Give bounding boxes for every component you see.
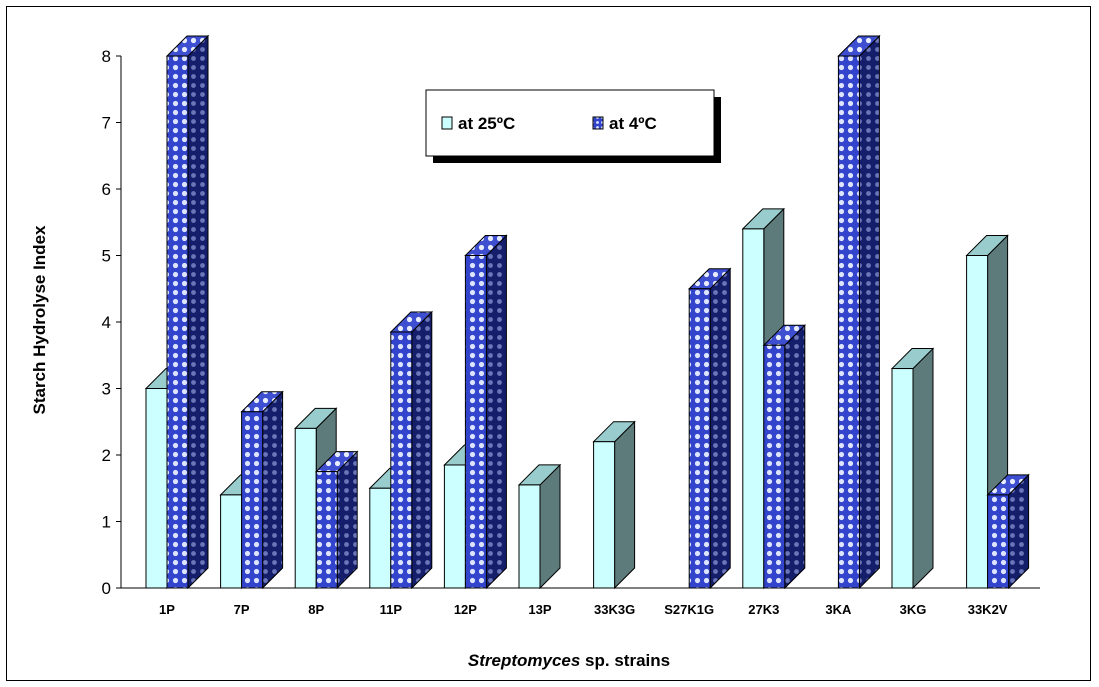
- legend-swatch-4c: [592, 116, 604, 130]
- y-tick-label: 0: [102, 579, 111, 598]
- legend: at 25ºC at 4ºC: [425, 89, 721, 163]
- bar-front: [315, 471, 338, 589]
- bar-front: [837, 55, 860, 589]
- bar-25c-3KG: [890, 347, 935, 590]
- bar-side: [784, 324, 806, 590]
- bar-4c-1P: [165, 34, 210, 590]
- x-category-label: 3KG: [900, 602, 927, 617]
- bar-side: [539, 463, 561, 590]
- x-category-label: 12P: [454, 602, 477, 617]
- y-tick-label: 2: [102, 446, 111, 465]
- x-category-label: 27K3: [748, 602, 779, 617]
- bar-4c-12P: [464, 234, 508, 590]
- legend-box: [425, 89, 715, 157]
- bars: [121, 34, 1040, 590]
- x-category-label: S27K1G: [664, 602, 714, 617]
- bar-4c-27K3: [762, 324, 807, 590]
- bar-front: [390, 331, 413, 589]
- legend-label-4c: at 4ºC: [609, 114, 657, 133]
- bar-4c-7P: [240, 390, 284, 590]
- x-axis-title-rest: sp. strains: [580, 651, 670, 670]
- bar-side: [411, 310, 433, 590]
- y-tick-label: 6: [102, 180, 111, 199]
- x-category-label: 33K2V: [968, 602, 1008, 617]
- bar-4c-8P: [314, 450, 359, 590]
- x-category-label: 13P: [528, 602, 551, 617]
- x-category-label: 11P: [380, 602, 403, 617]
- bar-front: [220, 494, 243, 589]
- x-axis-categories: 1P 7P 8P 11P 12P 13P 33K3G S27K1G 27K3 3KA 3KG 33K2…: [159, 602, 1008, 617]
- y-tick-label: 3: [102, 380, 111, 399]
- bar-front: [518, 484, 541, 589]
- bar-front: [145, 388, 168, 589]
- bar-front: [294, 427, 317, 589]
- legend-label-25c: at 25ºC: [458, 114, 515, 133]
- y-axis: 0 1 2 3 4 5 6 7 8: [102, 47, 122, 598]
- y-tick-label: 7: [102, 114, 111, 133]
- x-axis-title-italic: Streptomyces: [468, 651, 580, 670]
- bar-front: [464, 255, 487, 589]
- bar-front: [742, 228, 765, 589]
- bar-25c-33K3G: [592, 420, 636, 590]
- x-axis-title: Streptomyces sp. strains: [468, 651, 670, 670]
- bar-side: [709, 267, 731, 590]
- bar-front: [987, 494, 1010, 589]
- bar-4c-3KA: [837, 34, 881, 590]
- bar-side: [262, 390, 284, 590]
- legend-swatch-25c: [441, 116, 453, 130]
- x-category-label: 3KA: [825, 602, 852, 617]
- bar-side: [336, 450, 358, 590]
- bar-4c-11P: [389, 310, 434, 590]
- bar-side: [912, 347, 934, 590]
- x-category-label: 33K3G: [594, 602, 635, 617]
- bar-front: [593, 441, 616, 589]
- bar-front: [166, 55, 189, 589]
- bar-side: [485, 234, 507, 590]
- bar-front: [443, 464, 466, 589]
- y-axis-title: Starch Hydrolyse Index: [30, 225, 49, 415]
- bar-25c-13P: [517, 463, 562, 590]
- y-tick-label: 5: [102, 247, 111, 266]
- y-tick-label: 8: [102, 47, 111, 66]
- y-tick-label: 1: [102, 513, 111, 532]
- bar-front: [891, 368, 914, 589]
- x-category-label: 1P: [159, 602, 175, 617]
- bar-front: [688, 288, 711, 589]
- bar-front: [763, 344, 786, 589]
- bar-front: [241, 411, 264, 589]
- x-category-label: 7P: [234, 602, 250, 617]
- chart-frame: [6, 6, 1091, 681]
- y-tick-label: 4: [102, 313, 111, 332]
- x-category-label: 8P: [308, 602, 324, 617]
- bar-side: [858, 34, 880, 590]
- bar-front: [369, 487, 392, 589]
- bar-side: [614, 420, 636, 590]
- bar-side: [187, 34, 209, 590]
- bar-front: [966, 255, 989, 589]
- bar-4c-33K2V: [986, 473, 1030, 590]
- bar-4c-S27K1G: [687, 267, 732, 590]
